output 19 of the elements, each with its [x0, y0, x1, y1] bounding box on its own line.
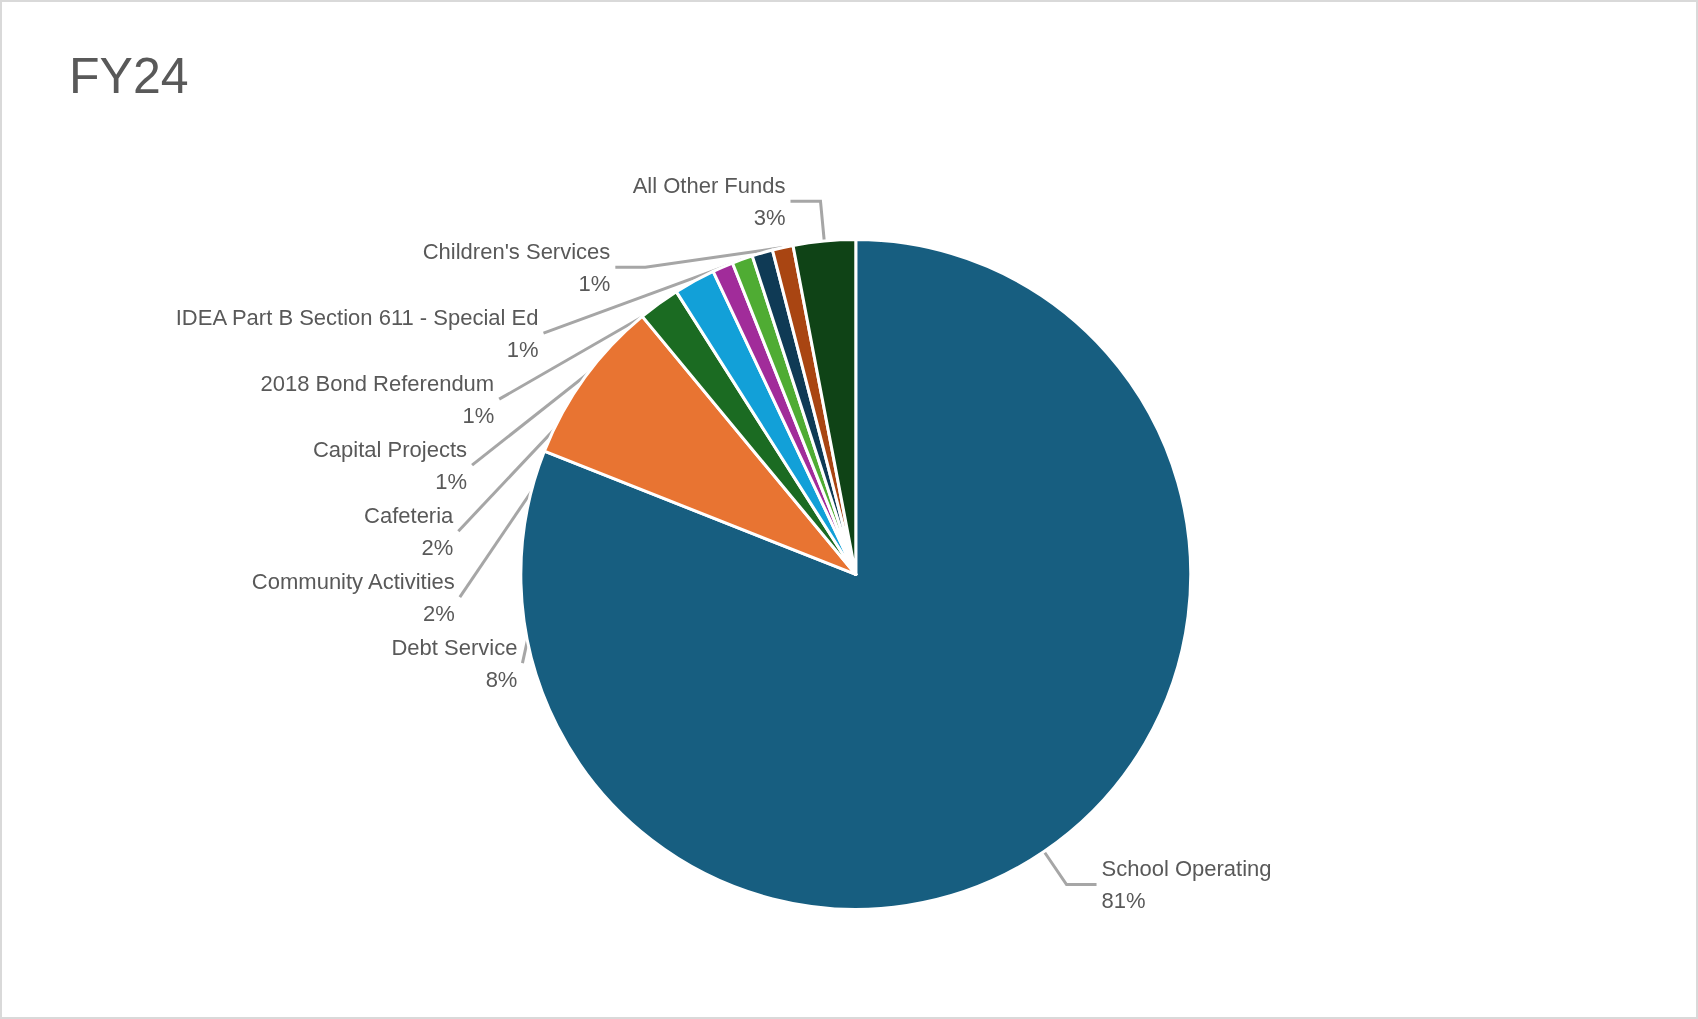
slice-label: Capital Projects [312, 436, 468, 462]
slice-label: IDEA Part B Section 611 - Special Ed [175, 304, 539, 330]
slice-label: School Operating [1101, 856, 1272, 882]
chart-title: FY24 [69, 48, 189, 104]
slice-label: Debt Service [391, 634, 518, 660]
data-label: 2% [423, 600, 455, 626]
data-label: 8% [485, 666, 518, 692]
data-label: 1% [435, 468, 468, 494]
data-label: 2% [421, 534, 454, 560]
data-label: 1% [462, 402, 495, 428]
data-label: 1% [506, 336, 539, 362]
data-label: 1% [578, 270, 611, 296]
slice-label: All Other Funds [632, 172, 786, 198]
slice-label: Children's Services [422, 238, 611, 264]
slice-label: 2018 Bond Referendum [260, 370, 495, 396]
data-label: 3% [753, 204, 786, 230]
data-label: 81% [1101, 888, 1146, 914]
slice-label: Community Activities [251, 568, 455, 594]
slice-label: Cafeteria [364, 502, 455, 528]
